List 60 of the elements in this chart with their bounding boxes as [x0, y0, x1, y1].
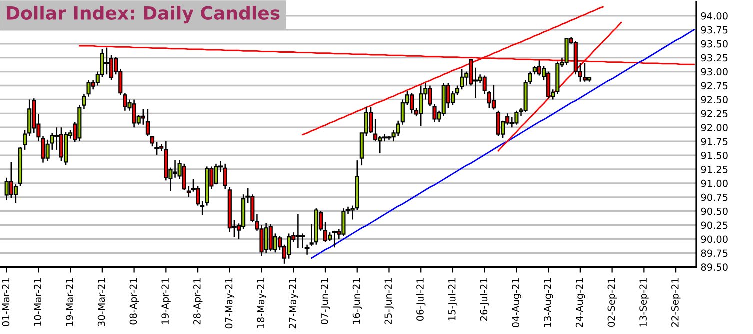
- x-tick-label: 19-Mar-21: [66, 278, 74, 326]
- candlestick: [455, 85, 460, 96]
- candlestick: [200, 200, 205, 216]
- x-tick-label: 26-Jul-21: [480, 278, 490, 321]
- y-tick-label: 89.50: [701, 264, 728, 272]
- x-tick-label: 24-Aug-21: [576, 278, 586, 328]
- y-tick-label: 90.25: [701, 222, 728, 230]
- y-tick-label: 94.00: [701, 12, 728, 20]
- candlestick: [374, 118, 378, 142]
- candlestick: [146, 108, 150, 137]
- candlestick: [410, 92, 414, 114]
- y-tick-label: 91.25: [701, 166, 728, 174]
- x-tick-label: 25-Jun-21: [384, 278, 394, 324]
- x-tick-label: 18-May-21: [257, 278, 266, 328]
- x-tick-label: 13-Aug-21: [544, 278, 554, 328]
- x-tick-label: 01-Mar-21: [2, 278, 10, 326]
- y-tick-label: 91.50: [701, 152, 728, 160]
- y-tick-label: 91.75: [701, 138, 728, 146]
- candlestick: [310, 224, 314, 247]
- y-tick-label: 91.00: [701, 180, 728, 188]
- candlestick: [141, 108, 146, 126]
- x-tick-label: 13-Sep-21: [640, 278, 649, 327]
- x-tick-label: 28-Apr-21: [194, 278, 203, 325]
- candlestick: [150, 135, 155, 148]
- y-tick-label: 93.25: [701, 54, 728, 62]
- x-tick-label: 02-Sep-21: [608, 278, 618, 328]
- candlestick: [323, 221, 328, 243]
- candlestick: [182, 163, 186, 191]
- x-tick-label: 16-Jun-21: [352, 278, 362, 324]
- candlestick: [23, 130, 28, 151]
- candlestick: [14, 184, 18, 204]
- candlestick: [460, 68, 464, 90]
- x-tick-label: 07-Jun-21: [320, 278, 330, 324]
- x-tick-label: 30-Mar-21: [98, 278, 106, 326]
- y-tick-label: 92.75: [701, 82, 728, 90]
- y-tick-label: 92.50: [701, 96, 728, 104]
- x-tick-label: 19-Apr-21: [162, 278, 171, 324]
- y-tick-label: 90.00: [701, 236, 728, 244]
- x-tick-label: 10-Mar-21: [34, 278, 42, 326]
- x-tick-label: 08-Apr-21: [130, 278, 139, 325]
- x-tick-label: 07-May-21: [225, 278, 235, 329]
- y-tick-label: 90.50: [701, 208, 728, 216]
- candlestick: [104, 47, 110, 76]
- y-tick-label: 89.75: [701, 250, 728, 258]
- x-tick-label: 06-Jul-21: [416, 278, 426, 322]
- line-series: [311, 29, 695, 259]
- candlestick: [396, 120, 400, 137]
- candlestick: [492, 84, 496, 110]
- y-tick-label: 93.00: [701, 68, 728, 76]
- y-tick-label: 90.75: [701, 194, 728, 202]
- candlestick: [496, 110, 501, 137]
- x-tick-label: 04-Aug-21: [512, 278, 522, 328]
- y-tick-label: 92.25: [701, 110, 728, 118]
- chart-title: Dollar Index: Daily Candles: [7, 6, 280, 24]
- x-tick-label: 27-May-21: [289, 278, 298, 329]
- x-tick-label: 15-Jul-21: [448, 278, 458, 321]
- x-tick-label: 22-Sep-21: [672, 278, 681, 327]
- y-tick-label: 93.50: [701, 40, 728, 48]
- y-tick-label: 93.75: [701, 26, 728, 34]
- y-tick-label: 92.00: [701, 124, 728, 132]
